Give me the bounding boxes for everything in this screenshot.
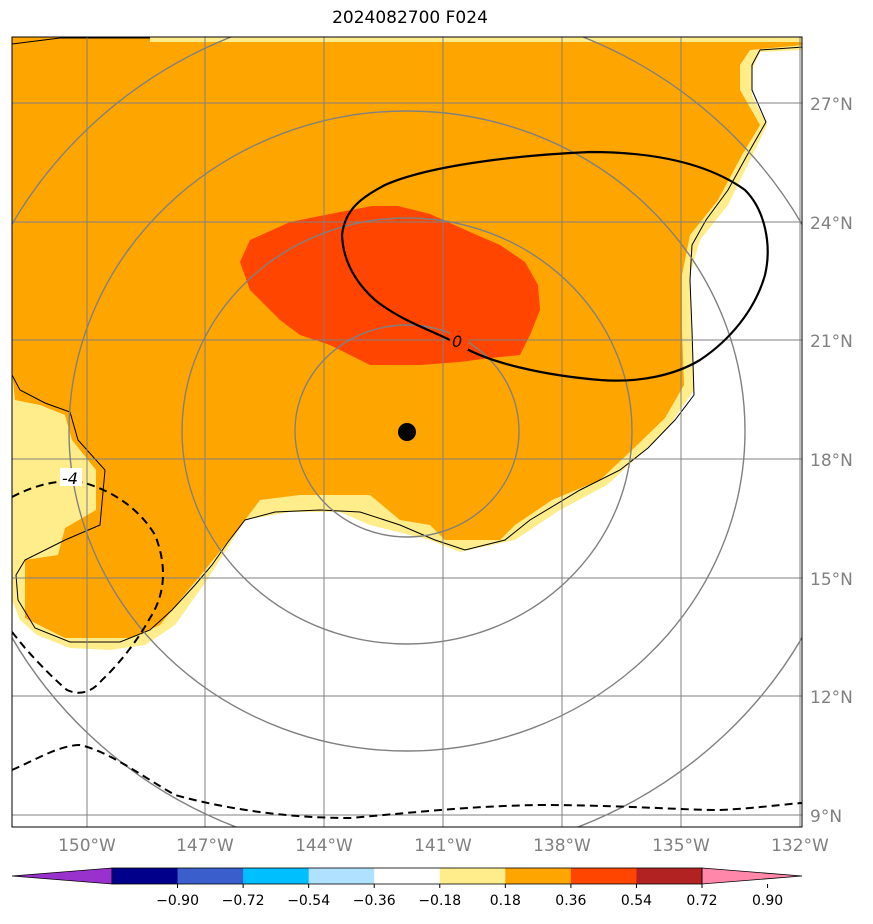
contour-label-minus-four: -4 — [62, 469, 78, 488]
lat-tick-label: 9°N — [810, 807, 842, 827]
colorbar-segment — [636, 868, 703, 884]
colorbar-tick-label: 0.90 — [752, 893, 783, 909]
colorbar-segment — [177, 868, 244, 884]
colorbar-tick-label: −0.54 — [287, 893, 330, 909]
lon-tick-label: 132°W — [771, 836, 829, 856]
contour-minus-four-lower — [12, 743, 802, 820]
colorbar-segment — [570, 868, 637, 884]
colorbar-tick-label: −0.18 — [418, 893, 461, 909]
colorbar-tick-label: 0.72 — [686, 893, 717, 909]
colorbar-segment — [374, 868, 441, 884]
colorbar: −0.90 −0.72 −0.54 −0.36 −0.18 0.18 0.36 0.54 0.7… — [11, 867, 803, 909]
map-frame — [11, 36, 803, 828]
contour-zero — [340, 150, 769, 382]
range-ring-2 — [181, 217, 633, 645]
lon-tick-label: 147°W — [176, 836, 234, 856]
colorbar-tick-label: −0.36 — [353, 893, 396, 909]
colorbar-tick-label: 0.54 — [621, 893, 652, 909]
colorbar-extend-low — [11, 867, 113, 885]
contour-label-bg-2 — [60, 468, 82, 486]
longitude-labels: 150°W 147°W 144°W 141°W 138°W 135°W 132°… — [58, 836, 829, 856]
colorbar-segment — [439, 868, 506, 884]
map-area — [12, 37, 802, 827]
colorbar-extend-high — [701, 867, 803, 885]
lat-tick-label: 12°N — [810, 688, 853, 708]
lon-tick-label: 144°W — [295, 836, 353, 856]
colorbar-tick-label: 0.36 — [555, 893, 586, 909]
latitude-labels: 27°N 24°N 21°N 18°N 15°N 12°N 9°N — [810, 95, 853, 827]
red-region — [240, 206, 540, 365]
range-ring-1 — [294, 324, 520, 538]
contour-label-zero: 0 — [452, 332, 462, 351]
lon-tick-label: 150°W — [58, 836, 116, 856]
colorbar-frame — [111, 867, 703, 885]
contour-label-bg — [450, 330, 468, 350]
range-rings — [12, 37, 802, 827]
lat-tick-label: 21°N — [810, 332, 853, 352]
range-ring-3 — [68, 110, 746, 752]
colorbar-segment — [243, 868, 310, 884]
colorbar-segment — [308, 868, 375, 884]
lon-tick-label: 138°W — [533, 836, 591, 856]
colorbar-tick-label: −0.72 — [222, 893, 265, 909]
lat-tick-label: 18°N — [810, 451, 853, 471]
lon-tick-label: 135°W — [652, 836, 710, 856]
coastline-top — [12, 37, 150, 45]
lat-tick-label: 27°N — [810, 95, 853, 115]
colorbar-tick-label: −0.90 — [156, 893, 199, 909]
colorbar-segment — [112, 868, 179, 884]
lat-tick-label: 15°N — [810, 570, 853, 590]
storm-center-marker — [398, 423, 416, 441]
colorbar-tick-label: 0.18 — [490, 893, 521, 909]
coastline — [12, 46, 802, 643]
colorbar-segment — [505, 868, 572, 884]
contour-minus-four-loop — [12, 480, 164, 694]
lat-tick-label: 24°N — [810, 214, 853, 234]
map-title: 2024082700 F024 — [332, 8, 488, 28]
lon-tick-label: 141°W — [414, 836, 472, 856]
